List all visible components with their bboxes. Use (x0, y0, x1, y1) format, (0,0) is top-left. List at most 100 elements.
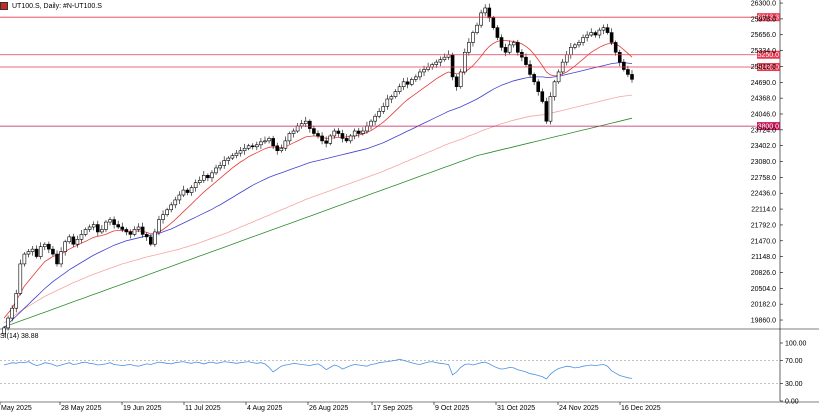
candle-bullish (332, 130, 337, 137)
candle-bearish (528, 64, 532, 75)
candle-bearish (491, 17, 496, 28)
candle-bullish (414, 76, 418, 80)
candle-bullish (189, 187, 194, 193)
candle-bearish (540, 91, 545, 102)
candle-bullish (564, 54, 569, 63)
candle-bullish (63, 241, 67, 252)
candle-bearish (487, 7, 492, 19)
candle-bullish (132, 229, 137, 235)
candle-bullish (259, 141, 263, 146)
candle-bullish (507, 44, 512, 53)
price-axis-label: 20182.0 (751, 302, 776, 309)
candle-bullish (369, 120, 373, 127)
price-axis-label: 21470.0 (751, 238, 776, 245)
candle-bullish (438, 59, 443, 63)
candle-bearish (316, 133, 320, 137)
candle-bullish (352, 130, 357, 137)
candle-bearish (503, 47, 508, 53)
horizontal-level-label: 25000.0 (754, 65, 779, 72)
candle-bullish (471, 32, 475, 43)
time-axis-label: 16 Dec 2025 (621, 405, 661, 412)
candle-bullish (401, 81, 406, 88)
time-axis: May 2025 28 May 2025 19 Jun 2025 11 Jul 202… (0, 402, 661, 412)
candle-bullish (601, 27, 606, 31)
candle-bullish (79, 234, 84, 240)
candle-bullish (42, 243, 47, 247)
candle-bullish (267, 138, 271, 142)
candle-bearish (344, 138, 349, 142)
candle-bullish (295, 125, 300, 132)
candle-bullish (393, 91, 398, 97)
candle-bullish (263, 140, 267, 143)
candle-bullish (255, 144, 259, 148)
moving-average-slow-line (3, 94, 633, 324)
candle-bullish (202, 175, 206, 181)
price-axis: 26300.0 25978.0 25656.0 25334.0 25012.0 24690… (751, 1, 783, 325)
time-axis-label: 17 Sep 2025 (373, 405, 413, 412)
candle-bullish (38, 246, 43, 257)
chart-title: UT100.S, Daily: #N-UT100.S (12, 2, 102, 10)
candle-bullish (234, 152, 239, 156)
candle-bearish (112, 219, 116, 225)
candle-bearish (128, 231, 133, 235)
price-axis-label: 23080.0 (751, 159, 776, 166)
price-axis-label: 23724.0 (751, 127, 776, 134)
candle-bullish (2, 327, 6, 335)
horizontal-levels[interactable]: 26013.3 25250.0 25000.0 23800.0 (0, 13, 780, 131)
rsi-axis-label: 100.00 (785, 341, 807, 348)
horizontal-level-box (757, 50, 780, 59)
candle-bullish (75, 239, 80, 245)
candle-bearish (605, 27, 610, 33)
candle-bullish (214, 167, 218, 174)
candle-bearish (149, 236, 153, 245)
candle-bullish (589, 32, 594, 36)
candle-bearish (140, 226, 145, 235)
candle-bullish (246, 145, 251, 149)
candle-bullish (381, 106, 386, 112)
candle-bullish (463, 51, 467, 73)
candle-bullish (279, 147, 284, 152)
candle-bearish (308, 120, 312, 129)
candle-bearish (275, 145, 280, 152)
candle-bearish (206, 175, 210, 179)
candle-bullish (165, 209, 169, 215)
rsi-axis-label: 30.00 (785, 381, 803, 388)
time-axis-label: 31 Oct 2025 (497, 405, 535, 412)
candle-bearish (454, 76, 459, 88)
price-axis-label: 20504.0 (751, 286, 776, 293)
candle-bullish (161, 214, 165, 220)
candle-bullish (569, 47, 573, 56)
candle-bullish (230, 155, 235, 159)
candle-bearish (95, 224, 100, 233)
symbol-flag-icon (0, 2, 8, 10)
candle-bullish (59, 251, 63, 265)
candle-bearish (71, 236, 76, 245)
candle-bearish (55, 253, 59, 265)
candle-bearish (516, 42, 520, 53)
horizontal-level-label: 23800.0 (754, 124, 779, 131)
horizontal-level-box (757, 63, 780, 72)
horizontal-level-label: 25250.0 (754, 52, 779, 59)
time-axis-label: 26 Aug 2025 (309, 405, 348, 412)
candle-bullish (475, 24, 479, 33)
horizontal-level-box (757, 13, 780, 22)
candle-bearish (630, 74, 634, 80)
candle-bullish (26, 251, 31, 255)
candle-bullish (22, 253, 27, 265)
price-axis-label: 26300.0 (751, 1, 776, 8)
candle-bullish (434, 61, 439, 65)
rsi-axis-label: 0.00 (785, 399, 799, 406)
candle-bullish (597, 29, 602, 36)
candle-bullish (169, 204, 173, 211)
candle-bullish (18, 263, 23, 294)
price-axis-label: 25656.0 (751, 32, 776, 39)
candle-bearish (622, 61, 626, 70)
rsi-panel: 100.00 70.00 30.00 0.00 (0, 341, 807, 406)
candle-bullish (442, 56, 447, 60)
candle-bearish (450, 54, 455, 78)
candle-bullish (177, 194, 182, 201)
candle-bullish (173, 199, 178, 206)
candle-bullish (210, 172, 214, 179)
price-gridlines (0, 0, 819, 403)
